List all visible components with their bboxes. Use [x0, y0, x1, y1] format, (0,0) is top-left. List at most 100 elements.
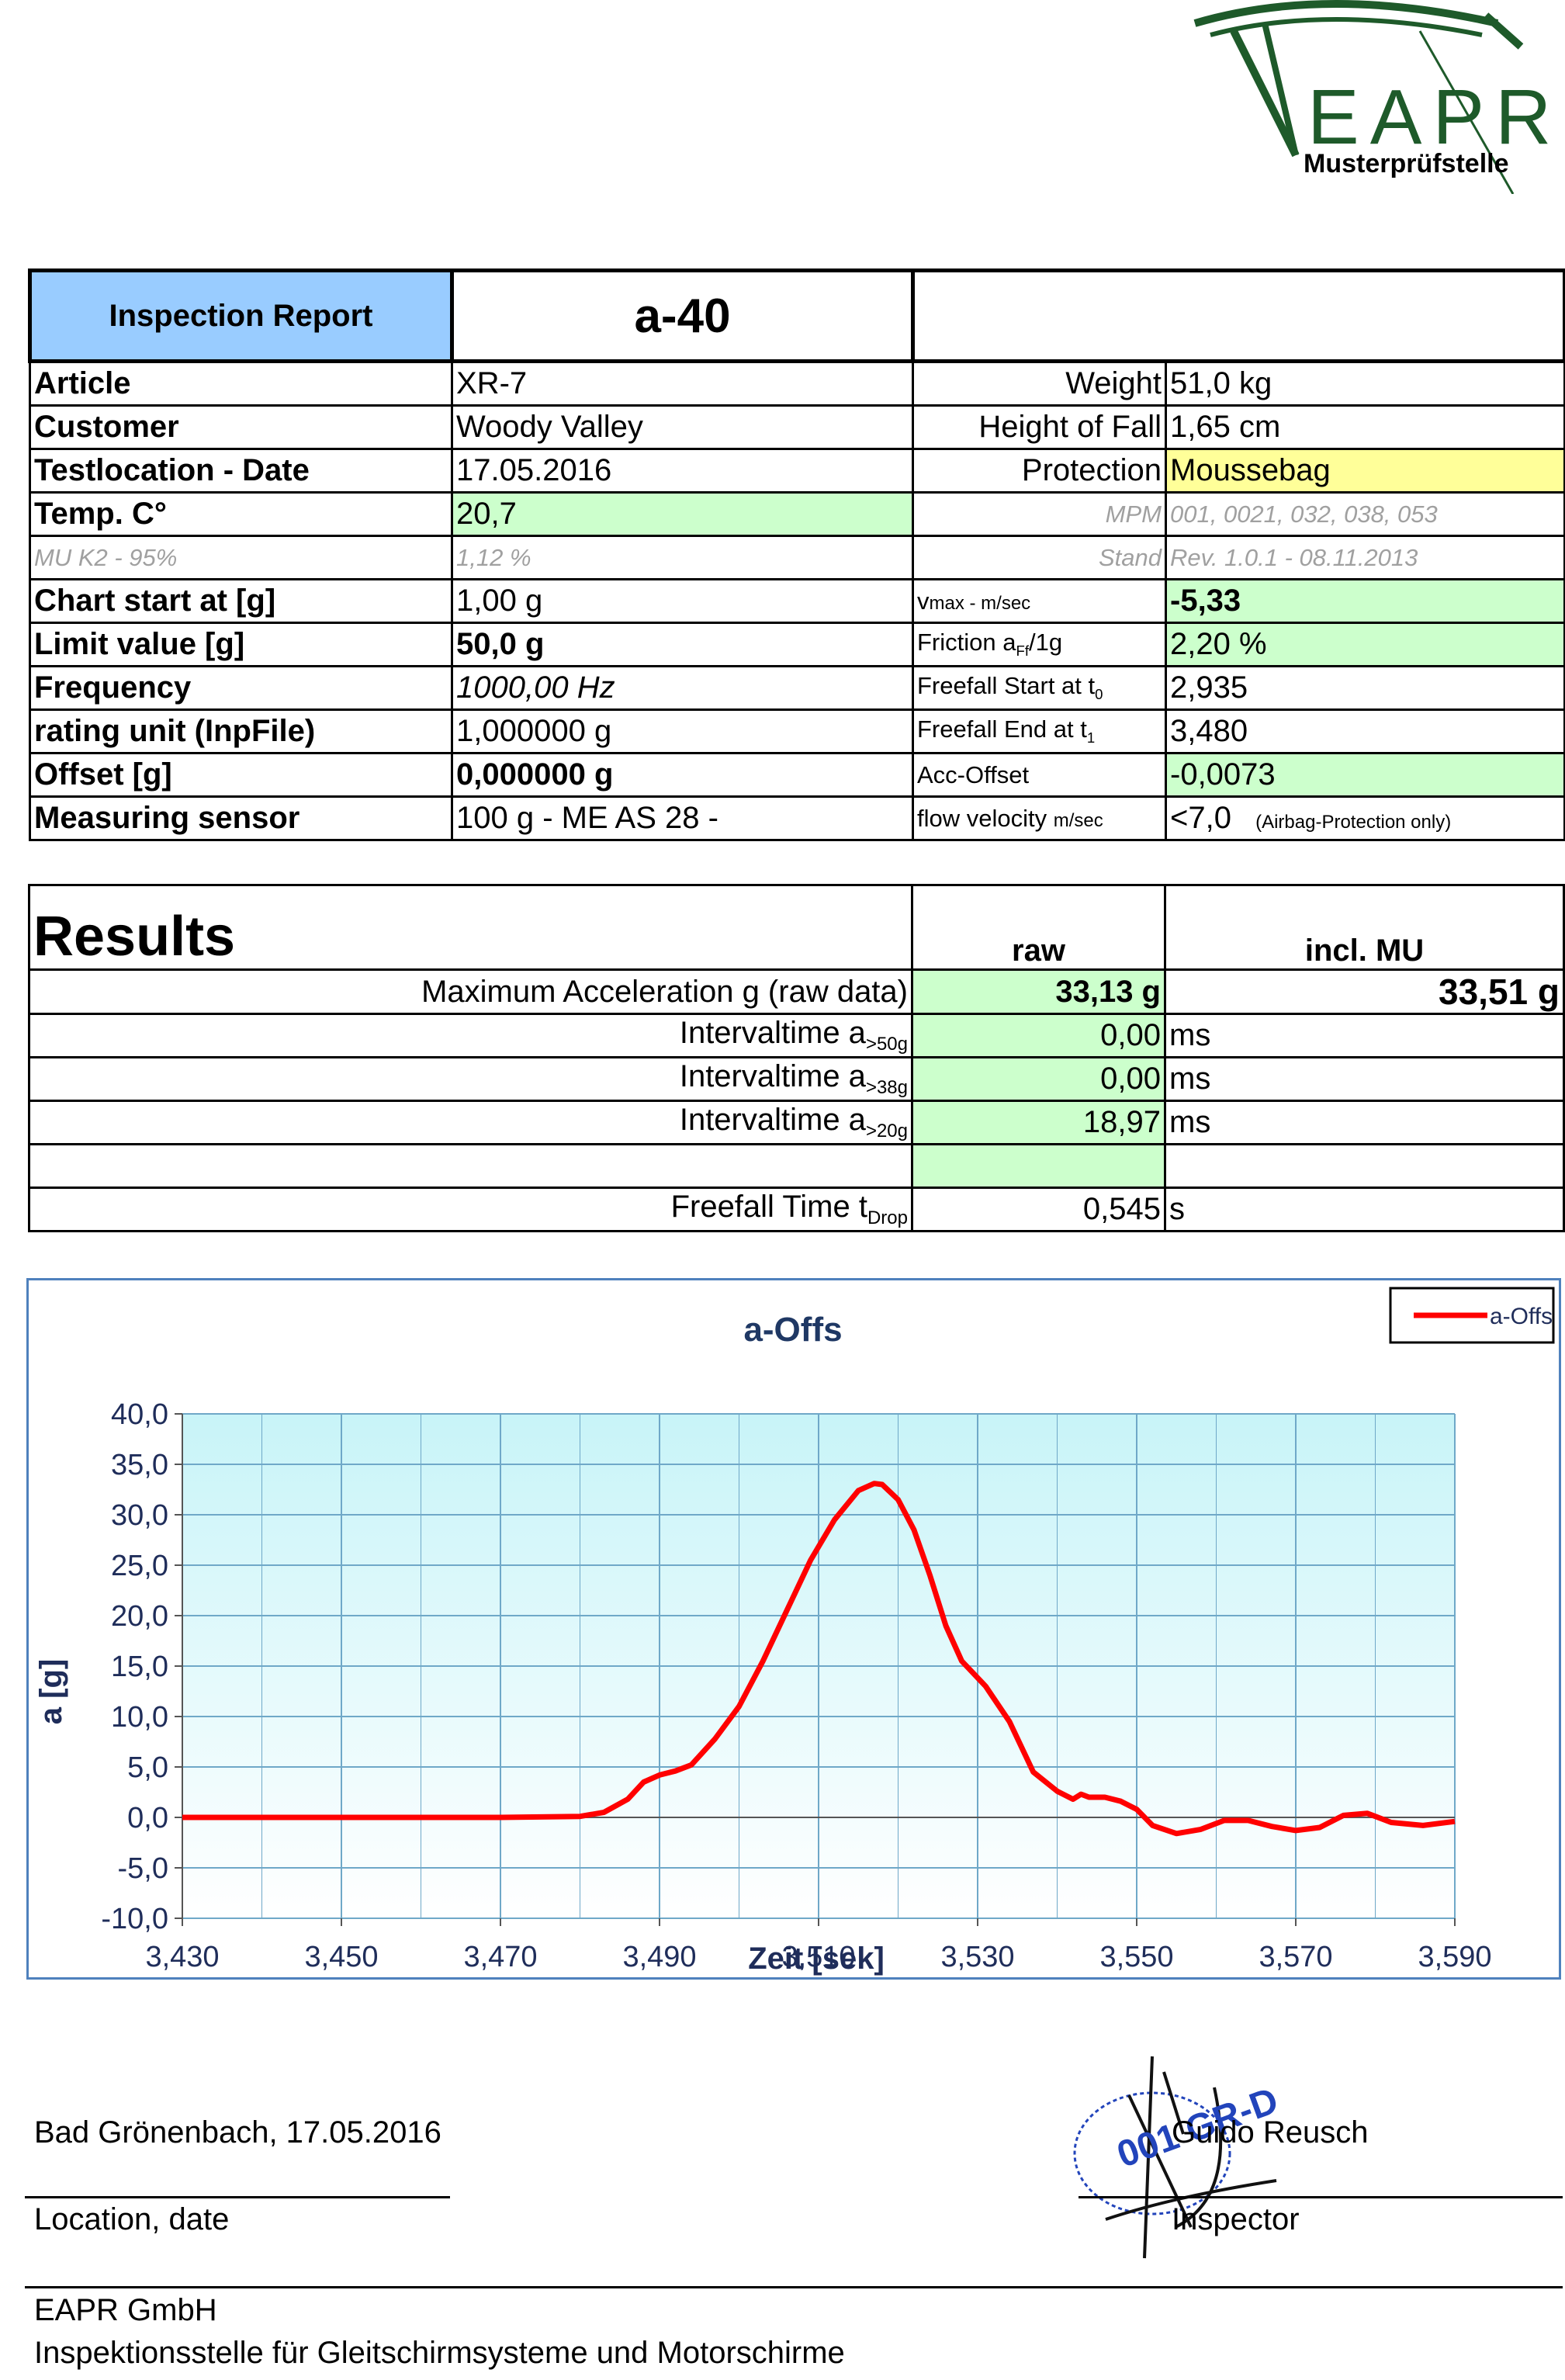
- y-axis-label: a [g]: [34, 1659, 68, 1724]
- vmax-value: -5,33: [1165, 578, 1565, 624]
- empty-row-label: [28, 1143, 913, 1189]
- customer-value: Woody Valley: [451, 404, 914, 450]
- freefall-time-value: 0,545: [911, 1187, 1166, 1232]
- measuring-sensor-label: Measuring sensor: [29, 795, 453, 841]
- max-acc-label: Maximum Acceleration g (raw data): [28, 968, 913, 1015]
- interval-20-unit: ms: [1164, 1100, 1565, 1145]
- place-caption: Location, date: [34, 2202, 230, 2236]
- grid-lines: [175, 1413, 1456, 1926]
- y-tick-label: 25,0: [111, 1550, 168, 1582]
- max-acc-mu: 33,51 g: [1164, 968, 1565, 1015]
- legend: a-Offs: [1389, 1287, 1555, 1344]
- logo-subtitle: Musterprüfstelle: [1304, 149, 1509, 178]
- company-name: EAPR GmbH: [34, 2293, 217, 2327]
- y-tick-label: 30,0: [111, 1499, 168, 1532]
- article-label: Article: [29, 360, 453, 407]
- acc-offset-value: -0,0073: [1165, 752, 1565, 798]
- frequency-value: 1000,00 Hz: [451, 665, 914, 711]
- y-tick-labels: 40,0 35,0 30,0 25,0 20,0 15,0 10,0 5,0 0,0 -5,0 -1…: [101, 1398, 168, 1935]
- flow-velocity-value: <7,0 (Airbag-Protection only): [1165, 795, 1565, 841]
- interval-38-value: 0,00: [911, 1056, 1166, 1102]
- x-tick-labels: 3,430 3,450 3,470 3,490 3,510 3,530 3,550 3,570…: [145, 1941, 1491, 1973]
- legend-label: a-Offs: [1490, 1304, 1553, 1329]
- testlocation-value: 17.05.2016: [451, 448, 914, 494]
- y-tick-label: 20,0: [111, 1600, 168, 1633]
- y-tick-label: -5,0: [118, 1852, 168, 1885]
- temp-label: Temp. C°: [29, 491, 453, 537]
- stand-value: Rev. 1.0.1 - 08.11.2013: [1165, 535, 1565, 580]
- interval-20-label: Intervaltime a>20g: [28, 1100, 913, 1145]
- y-tick-label: 15,0: [111, 1651, 168, 1683]
- x-tick-label: 3,450: [304, 1941, 378, 1973]
- x-tick-label: 3,570: [1259, 1941, 1332, 1973]
- protection-label: Protection: [912, 448, 1167, 494]
- x-tick-label: 3,590: [1418, 1941, 1491, 1973]
- chart-start-label: Chart start at [g]: [29, 578, 453, 624]
- mpm-label: MPM: [912, 491, 1167, 537]
- inspector-signature-line: [1079, 2196, 1563, 2198]
- height-of-fall-value: 1,65 cm: [1165, 404, 1565, 450]
- x-tick-label: 3,550: [1099, 1941, 1173, 1973]
- inspection-report-label: Inspection Report: [28, 268, 454, 363]
- freefall-end-label: Freefall End at t1: [912, 708, 1167, 754]
- chart-title: a-Offs: [743, 1311, 842, 1349]
- customer-label: Customer: [29, 404, 453, 450]
- freefall-end-value: 3,480: [1165, 708, 1565, 754]
- offset-value: 0,000000 g: [451, 752, 914, 798]
- offset-label: Offset [g]: [29, 752, 453, 798]
- inspector-stamp: 001 GR-D: [1059, 2041, 1300, 2274]
- y-tick-label: 40,0: [111, 1398, 168, 1431]
- temp-value: 20,7: [451, 491, 914, 537]
- frequency-label: Frequency: [29, 665, 453, 711]
- company-description: Inspektionsstelle für Gleitschirmsysteme…: [34, 2336, 845, 2370]
- empty-row-value: [911, 1143, 1166, 1189]
- rating-unit-label: rating unit (InpFile): [29, 708, 453, 754]
- report-header-table: Inspection Report a-40 Article XR-7 Weig…: [28, 268, 1565, 841]
- y-tick-label: -10,0: [101, 1903, 168, 1935]
- chart-svg: 40,0 35,0 30,0 25,0 20,0 15,0 10,0 5,0 0,0 -5,0 -1…: [34, 1287, 1555, 1976]
- max-acc-raw: 33,13 g: [911, 968, 1166, 1015]
- vmax-label: vmax - m/sec: [912, 578, 1167, 624]
- weight-value: 51,0 kg: [1165, 360, 1565, 407]
- interval-20-value: 18,97: [911, 1100, 1166, 1145]
- mu-k2-value: 1,12 %: [451, 535, 914, 580]
- friction-label: Friction aFf/1g: [912, 622, 1167, 667]
- rating-unit-value: 1,000000 g: [451, 708, 914, 754]
- empty-row-unit: [1164, 1143, 1565, 1189]
- footer-divider: [25, 2286, 1563, 2288]
- acc-offset-label: Acc-Offset: [912, 752, 1167, 798]
- inspector-caption: Inspector: [1172, 2202, 1300, 2236]
- article-value: XR-7: [451, 360, 914, 407]
- freefall-time-label: Freefall Time tDrop: [28, 1187, 913, 1232]
- x-tick-label: 3,510: [781, 1941, 855, 1973]
- col-mu-header: incl. MU: [1164, 884, 1565, 971]
- x-tick-label: 3,490: [622, 1941, 696, 1973]
- chart-start-value: 1,00 g: [451, 578, 914, 624]
- mpm-value: 001, 0021, 032, 038, 053: [1165, 491, 1565, 537]
- weight-label: Weight: [912, 360, 1167, 407]
- y-tick-label: 0,0: [127, 1802, 168, 1834]
- freefall-time-unit: s: [1164, 1187, 1565, 1232]
- freefall-start-value: 2,935: [1165, 665, 1565, 711]
- freefall-start-label: Freefall Start at t0: [912, 665, 1167, 711]
- flow-velocity-label: flow velocity m/sec: [912, 795, 1167, 841]
- header-empty-cell: [911, 268, 1565, 363]
- inspector-name: Guido Reusch: [1172, 2115, 1369, 2150]
- x-tick-label: 3,430: [145, 1941, 219, 1973]
- y-tick-label: 5,0: [127, 1751, 168, 1784]
- col-raw-header: raw: [911, 884, 1166, 971]
- x-tick-label: 3,470: [463, 1941, 537, 1973]
- y-tick-label: 10,0: [111, 1701, 168, 1734]
- height-of-fall-label: Height of Fall: [912, 404, 1167, 450]
- protection-value: Moussebag: [1165, 448, 1565, 494]
- report-id: a-40: [450, 268, 915, 363]
- interval-50-label: Intervaltime a>50g: [28, 1013, 913, 1058]
- results-table: Results raw incl. MU Maximum Acceleratio…: [28, 884, 1565, 1232]
- y-tick-label: 35,0: [111, 1449, 168, 1481]
- mu-k2-label: MU K2 - 95%: [29, 535, 453, 580]
- x-tick-label: 3,530: [940, 1941, 1014, 1973]
- measuring-sensor-value: 100 g - ME AS 28 -: [451, 795, 914, 841]
- friction-value: 2,20 %: [1165, 622, 1565, 667]
- testlocation-label: Testlocation - Date: [29, 448, 453, 494]
- interval-50-value: 0,00: [911, 1013, 1166, 1058]
